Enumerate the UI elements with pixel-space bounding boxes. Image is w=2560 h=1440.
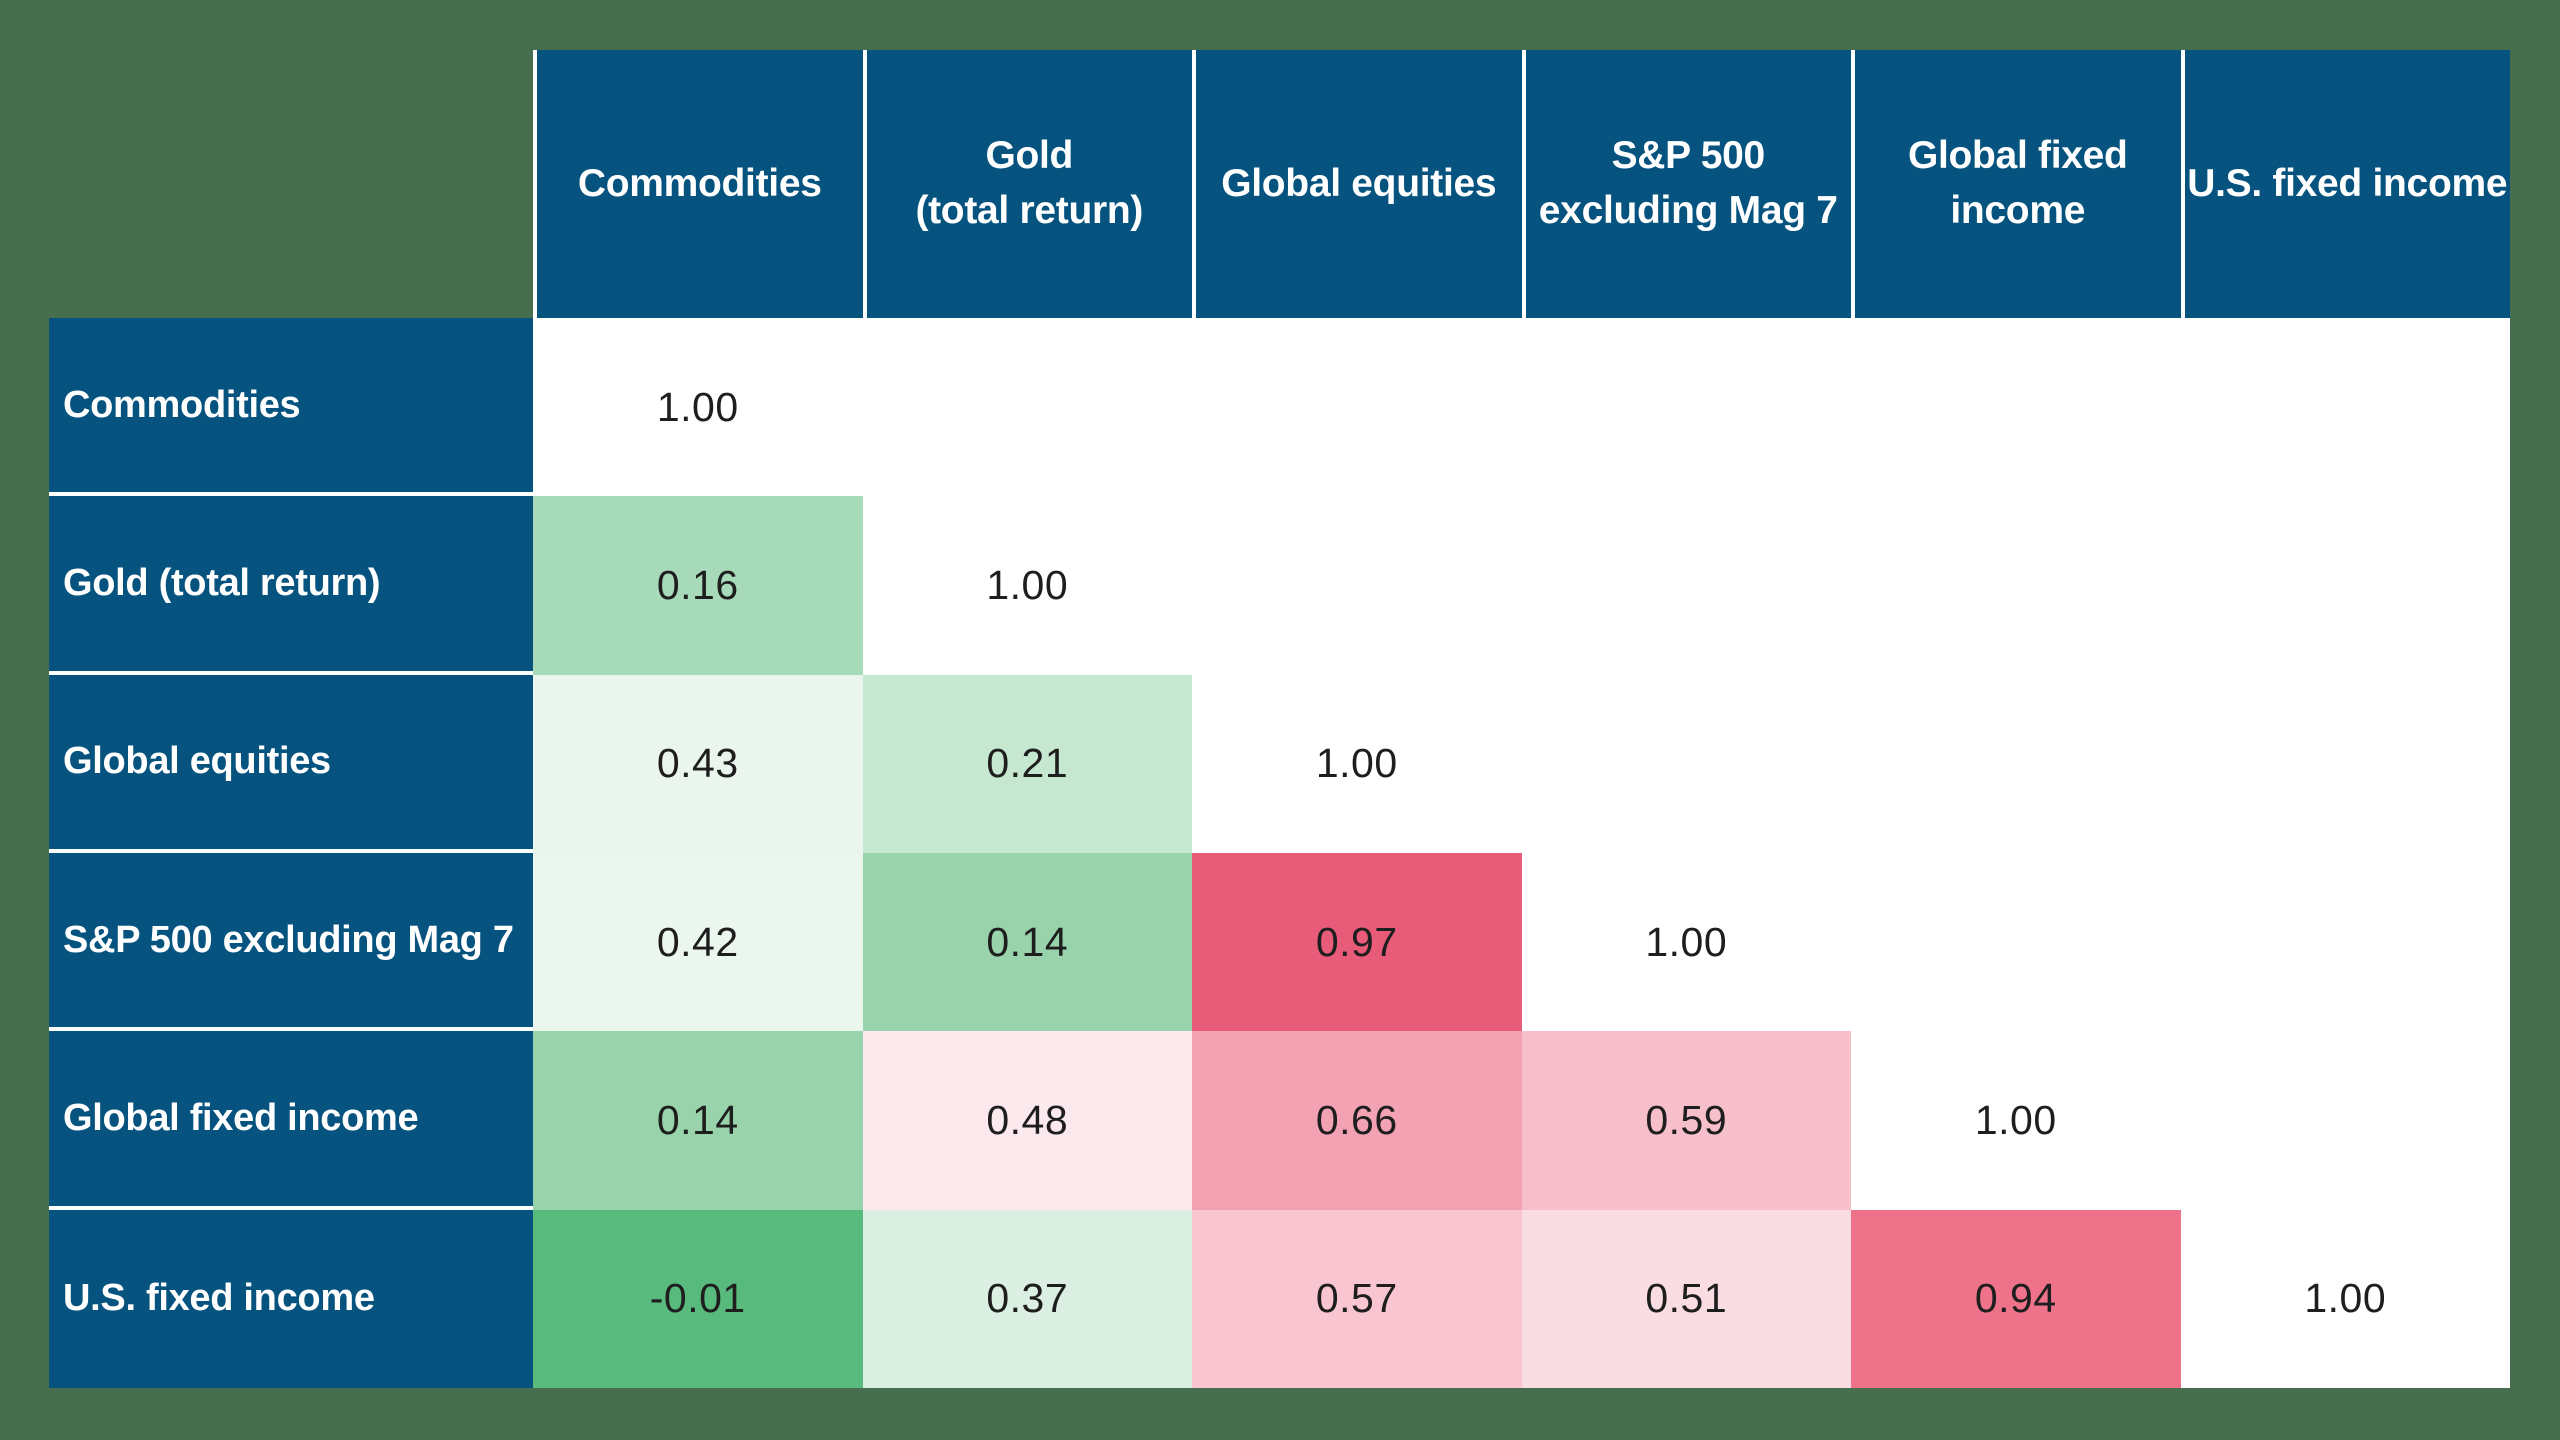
correlation-cell: 0.66 xyxy=(1192,1031,1522,1210)
empty-upper-triangle-cell xyxy=(2180,496,2510,675)
diagonal-cell: 1.00 xyxy=(1851,1031,2181,1210)
diagonal-cell: 1.00 xyxy=(1521,852,1851,1032)
diagonal-cell: 1.00 xyxy=(2180,1209,2510,1388)
correlation-cell: 0.14 xyxy=(533,1031,863,1210)
column-header: Global equities xyxy=(1192,50,1522,318)
row-header: Commodities xyxy=(49,318,533,497)
column-header: U.S. fixed income xyxy=(2180,50,2510,318)
correlation-matrix: Commodities Gold (total return) Global equ… xyxy=(49,50,2510,1388)
correlation-cell: 0.16 xyxy=(533,496,863,675)
correlation-cell: 0.43 xyxy=(533,674,863,853)
correlation-cell: 0.21 xyxy=(862,674,1192,853)
column-header: Commodities xyxy=(533,50,863,318)
diagonal-cell: 1.00 xyxy=(533,318,863,497)
empty-upper-triangle-cell xyxy=(1521,318,1851,497)
empty-upper-triangle-cell xyxy=(2180,852,2510,1032)
row-header: U.S. fixed income xyxy=(49,1209,533,1388)
corner-spacer xyxy=(49,50,533,318)
row-header: Global equities xyxy=(49,674,533,853)
diagonal-cell: 1.00 xyxy=(1192,674,1522,853)
correlation-cell: 0.51 xyxy=(1521,1209,1851,1388)
row-header: Global fixed income xyxy=(49,1031,533,1210)
correlation-cell: 0.94 xyxy=(1851,1209,2181,1388)
correlation-cell: -0.01 xyxy=(533,1209,863,1388)
column-header: Gold (total return) xyxy=(862,50,1192,318)
correlation-cell: 0.42 xyxy=(533,852,863,1032)
row-header: Gold (total return) xyxy=(49,496,533,675)
empty-upper-triangle-cell xyxy=(1192,318,1522,497)
empty-upper-triangle-cell xyxy=(1851,674,2181,853)
correlation-cell: 0.48 xyxy=(862,1031,1192,1210)
empty-upper-triangle-cell xyxy=(1851,496,2181,675)
empty-upper-triangle-cell xyxy=(2180,674,2510,853)
empty-upper-triangle-cell xyxy=(1851,318,2181,497)
correlation-cell: 0.59 xyxy=(1521,1031,1851,1210)
correlation-cell: 0.97 xyxy=(1192,852,1522,1032)
correlation-cell: 0.57 xyxy=(1192,1209,1522,1388)
diagonal-cell: 1.00 xyxy=(862,496,1192,675)
column-header: Global fixed income xyxy=(1851,50,2181,318)
correlation-cell: 0.14 xyxy=(862,852,1192,1032)
empty-upper-triangle-cell xyxy=(1851,852,2181,1032)
empty-upper-triangle-cell xyxy=(862,318,1192,497)
column-header: S&P 500 excluding Mag 7 xyxy=(1521,50,1851,318)
empty-upper-triangle-cell xyxy=(2180,1031,2510,1210)
row-header: S&P 500 excluding Mag 7 xyxy=(49,852,533,1032)
empty-upper-triangle-cell xyxy=(1192,496,1522,675)
empty-upper-triangle-cell xyxy=(2180,318,2510,497)
empty-upper-triangle-cell xyxy=(1521,674,1851,853)
correlation-cell: 0.37 xyxy=(862,1209,1192,1388)
empty-upper-triangle-cell xyxy=(1521,496,1851,675)
